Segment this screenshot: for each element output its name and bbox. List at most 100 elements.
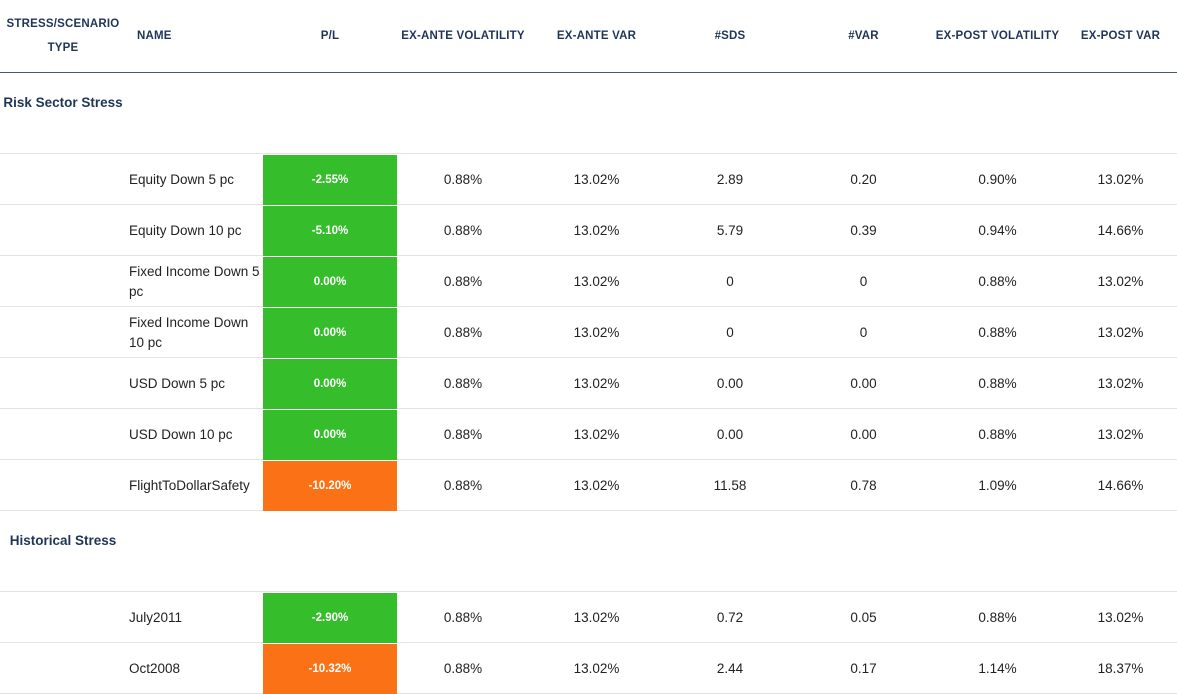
section-header: Historical Stress bbox=[0, 511, 1177, 592]
type-cell bbox=[0, 154, 126, 205]
ex-ante-volatility-cell: 0.88% bbox=[443, 610, 483, 625]
header-sds[interactable]: #SDS bbox=[714, 30, 746, 42]
type-cell bbox=[0, 409, 126, 460]
header-ex-ante-var[interactable]: EX-ANTE VAR bbox=[556, 30, 637, 42]
var-cell: 0.78 bbox=[850, 478, 877, 493]
pl-cell: 0.00% bbox=[263, 359, 397, 409]
scenario-name-cell: Fixed Income Down 10 pc bbox=[129, 314, 249, 350]
ex-post-volatility-cell: 1.14% bbox=[978, 661, 1017, 676]
ex-ante-var-cell: 13.02% bbox=[573, 325, 620, 340]
section-label: Historical Stress bbox=[9, 533, 117, 548]
pl-cell: 0.00% bbox=[263, 257, 397, 307]
var-cell: 0 bbox=[859, 325, 868, 340]
ex-ante-var-cell: 13.02% bbox=[573, 223, 620, 238]
type-cell bbox=[0, 358, 126, 409]
var-cell: 0.00 bbox=[850, 376, 877, 391]
ex-ante-volatility-cell: 0.88% bbox=[443, 427, 483, 442]
header-ex-post-var[interactable]: EX-POST VAR bbox=[1080, 30, 1161, 42]
pl-cell: 0.00% bbox=[263, 410, 397, 460]
ex-post-volatility-cell: 0.88% bbox=[978, 427, 1017, 442]
pl-cell: -10.20% bbox=[263, 461, 397, 511]
var-cell: 0.05 bbox=[850, 610, 877, 625]
header-pl[interactable]: P/L bbox=[320, 30, 340, 42]
section-header: Risk Sector Stress bbox=[0, 73, 1177, 154]
pl-cell: -5.10% bbox=[263, 206, 397, 256]
scenario-name-cell: USD Down 5 pc bbox=[129, 375, 226, 391]
pl-cell: 0.00% bbox=[263, 308, 397, 358]
table-row[interactable]: USD Down 5 pc 0.00% 0.88% 13.02% 0.00 0.00 0.8… bbox=[0, 358, 1177, 409]
table-row[interactable]: Oct2008 -10.32% 0.88% 13.02% 2.44 0.17 1.14% 18… bbox=[0, 643, 1177, 694]
var-cell: 0.17 bbox=[850, 661, 877, 676]
sds-cell: 0.72 bbox=[716, 610, 744, 625]
scenario-name-cell: USD Down 10 pc bbox=[129, 426, 233, 442]
sds-cell: 2.89 bbox=[716, 172, 744, 187]
table-row[interactable]: Fixed Income Down 5 pc 0.00% 0.88% 13.02% 0 0… bbox=[0, 256, 1177, 307]
ex-ante-volatility-cell: 0.88% bbox=[443, 661, 483, 676]
header-var[interactable]: #VAR bbox=[848, 30, 879, 42]
header-name[interactable]: NAME bbox=[137, 30, 172, 42]
table-row[interactable]: FlightToDollarSafety -10.20% 0.88% 13.02% 11… bbox=[0, 460, 1177, 511]
sds-cell: 0.00 bbox=[716, 427, 744, 442]
table-row[interactable]: July2011 -2.90% 0.88% 13.02% 0.72 0.05 0.88% 13… bbox=[0, 592, 1177, 643]
table-body: Risk Sector Stress Equity Down 5 pc -2.55%… bbox=[0, 73, 1177, 694]
ex-post-volatility-cell: 0.90% bbox=[978, 172, 1017, 187]
type-cell bbox=[0, 643, 126, 694]
ex-post-var-cell: 13.02% bbox=[1097, 172, 1144, 187]
ex-post-var-cell: 14.66% bbox=[1097, 223, 1144, 238]
pl-cell: -2.55% bbox=[263, 155, 397, 205]
ex-post-volatility-cell: 0.88% bbox=[978, 325, 1017, 340]
ex-post-var-cell: 14.66% bbox=[1097, 478, 1144, 493]
var-cell: 0.00 bbox=[850, 427, 877, 442]
ex-ante-volatility-cell: 0.88% bbox=[443, 478, 483, 493]
section-label: Risk Sector Stress bbox=[3, 95, 123, 110]
ex-ante-volatility-cell: 0.88% bbox=[443, 172, 483, 187]
type-cell bbox=[0, 592, 126, 643]
pl-cell: -10.32% bbox=[263, 644, 397, 694]
ex-post-volatility-cell: 0.88% bbox=[978, 376, 1017, 391]
table-row[interactable]: Equity Down 5 pc -2.55% 0.88% 13.02% 2.89 0.2… bbox=[0, 154, 1177, 205]
ex-post-var-cell: 13.02% bbox=[1097, 274, 1144, 289]
table-row[interactable]: USD Down 10 pc 0.00% 0.88% 13.02% 0.00 0.00 0.… bbox=[0, 409, 1177, 460]
type-cell bbox=[0, 205, 126, 256]
type-cell bbox=[0, 256, 126, 307]
type-cell bbox=[0, 460, 126, 511]
ex-post-var-cell: 18.37% bbox=[1097, 661, 1144, 676]
ex-ante-var-cell: 13.02% bbox=[573, 376, 620, 391]
scenario-name-cell: Equity Down 10 pc bbox=[129, 222, 242, 238]
var-cell: 0.20 bbox=[850, 172, 877, 187]
pl-cell: -2.90% bbox=[263, 593, 397, 643]
scenario-name-cell: FlightToDollarSafety bbox=[129, 477, 250, 493]
table-header: STRESS/SCENARIO TYPE NAME P/L EX-ANTE VO… bbox=[0, 0, 1177, 73]
header-ex-post-volatility[interactable]: EX-POST VOLATILITY bbox=[935, 30, 1060, 42]
var-cell: 0.39 bbox=[850, 223, 877, 238]
ex-post-volatility-cell: 0.94% bbox=[978, 223, 1017, 238]
ex-post-var-cell: 13.02% bbox=[1097, 610, 1144, 625]
ex-ante-var-cell: 13.02% bbox=[573, 478, 620, 493]
ex-ante-var-cell: 13.02% bbox=[573, 661, 620, 676]
header-type[interactable]: STRESS/SCENARIO TYPE bbox=[6, 18, 120, 54]
ex-ante-volatility-cell: 0.88% bbox=[443, 274, 483, 289]
scenario-name-cell: Oct2008 bbox=[129, 660, 181, 676]
sds-cell: 0.00 bbox=[716, 376, 744, 391]
scenario-name-cell: July2011 bbox=[129, 609, 183, 625]
ex-post-volatility-cell: 1.09% bbox=[978, 478, 1017, 493]
scenario-name-cell: Equity Down 5 pc bbox=[129, 171, 235, 187]
ex-post-var-cell: 13.02% bbox=[1097, 325, 1144, 340]
sds-cell: 2.44 bbox=[716, 661, 744, 676]
ex-ante-var-cell: 13.02% bbox=[573, 427, 620, 442]
sds-cell: 5.79 bbox=[716, 223, 744, 238]
table-row[interactable]: Equity Down 10 pc -5.10% 0.88% 13.02% 5.79 0.… bbox=[0, 205, 1177, 256]
ex-post-volatility-cell: 0.88% bbox=[978, 610, 1017, 625]
type-cell bbox=[0, 307, 126, 358]
ex-post-var-cell: 13.02% bbox=[1097, 427, 1144, 442]
var-cell: 0 bbox=[859, 274, 868, 289]
table-row[interactable]: Fixed Income Down 10 pc 0.00% 0.88% 13.02% 0… bbox=[0, 307, 1177, 358]
ex-post-var-cell: 13.02% bbox=[1097, 376, 1144, 391]
ex-ante-var-cell: 13.02% bbox=[573, 274, 620, 289]
ex-ante-volatility-cell: 0.88% bbox=[443, 376, 483, 391]
header-ex-ante-volatility[interactable]: EX-ANTE VOLATILITY bbox=[401, 30, 525, 42]
scenario-name-cell: Fixed Income Down 5 pc bbox=[129, 263, 260, 299]
ex-ante-var-cell: 13.02% bbox=[573, 610, 620, 625]
ex-ante-volatility-cell: 0.88% bbox=[443, 223, 483, 238]
